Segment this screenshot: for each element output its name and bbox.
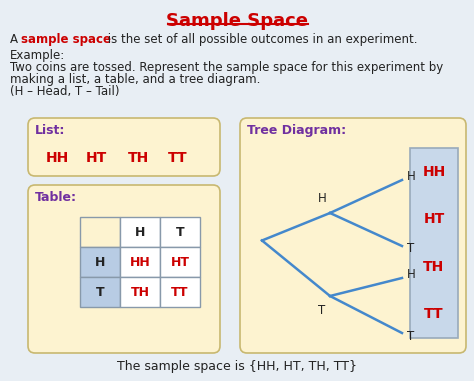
FancyBboxPatch shape xyxy=(28,118,220,176)
Bar xyxy=(80,247,120,277)
Text: Tree Diagram:: Tree Diagram: xyxy=(247,124,346,137)
Text: Example:: Example: xyxy=(10,49,65,62)
Text: TT: TT xyxy=(424,307,444,321)
Text: TH: TH xyxy=(423,260,445,274)
Text: making a list, a table, and a tree diagram.: making a list, a table, and a tree diagr… xyxy=(10,73,260,86)
Text: TH: TH xyxy=(128,151,149,165)
Bar xyxy=(410,148,458,338)
Text: T: T xyxy=(96,285,104,298)
Bar xyxy=(160,277,200,307)
Text: TH: TH xyxy=(130,285,149,298)
Text: is the set of all possible outcomes in an experiment.: is the set of all possible outcomes in a… xyxy=(104,33,418,46)
Text: T: T xyxy=(319,304,326,317)
Text: HT: HT xyxy=(171,256,190,269)
Text: HH: HH xyxy=(422,165,446,179)
Text: Two coins are tossed. Represent the sample space for this experiment by: Two coins are tossed. Represent the samp… xyxy=(10,61,443,74)
Text: TT: TT xyxy=(171,285,189,298)
Text: Table:: Table: xyxy=(35,191,77,204)
Text: T: T xyxy=(176,226,184,239)
Text: The sample space is {HH, HT, TH, TT}: The sample space is {HH, HT, TH, TT} xyxy=(117,360,357,373)
Bar xyxy=(80,277,120,307)
Text: TT: TT xyxy=(168,151,188,165)
Text: H: H xyxy=(407,269,416,282)
Text: HT: HT xyxy=(423,212,445,226)
Bar xyxy=(160,217,200,247)
Bar xyxy=(120,217,160,247)
Bar xyxy=(120,277,160,307)
Text: sample space: sample space xyxy=(21,33,111,46)
Text: List:: List: xyxy=(35,124,65,137)
Text: H: H xyxy=(135,226,145,239)
Text: HH: HH xyxy=(129,256,150,269)
Bar xyxy=(80,217,120,247)
Text: A: A xyxy=(10,33,22,46)
Text: H: H xyxy=(95,256,105,269)
Text: (H – Head, T – Tail): (H – Head, T – Tail) xyxy=(10,85,119,98)
FancyBboxPatch shape xyxy=(240,118,466,353)
Text: T: T xyxy=(407,242,414,256)
Bar xyxy=(120,247,160,277)
Text: HH: HH xyxy=(46,151,69,165)
Text: T: T xyxy=(407,330,414,343)
Text: H: H xyxy=(407,171,416,184)
FancyBboxPatch shape xyxy=(28,185,220,353)
Bar xyxy=(160,247,200,277)
Text: H: H xyxy=(318,192,327,205)
Text: Sample Space: Sample Space xyxy=(166,12,308,30)
Text: HT: HT xyxy=(86,151,107,165)
